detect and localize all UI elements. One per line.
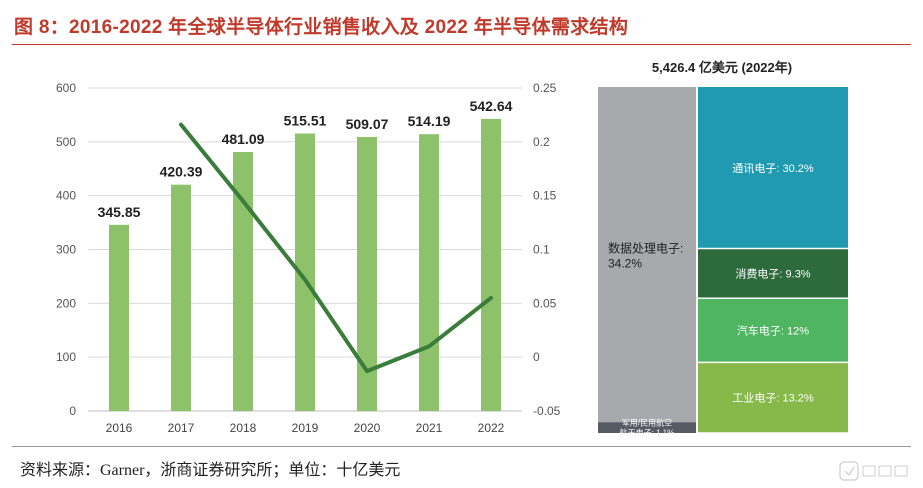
bar [481, 118, 501, 412]
bar [419, 134, 439, 411]
growth-line [179, 122, 493, 374]
bar-data-label: 515.51 [284, 112, 327, 128]
bar-data-label: 514.19 [408, 113, 451, 129]
right-tick-label: 0.2 [533, 135, 550, 149]
bar-data-label: 542.64 [470, 98, 513, 114]
right-tick-label: 0.1 [533, 243, 550, 257]
right-tick-label: -0.05 [533, 404, 561, 418]
source-note: 资料来源：Garner，浙商证券研究所；单位：十亿美元 [20, 462, 401, 479]
left-tick-label: 0 [69, 404, 76, 418]
watermark-logo [839, 461, 908, 481]
label-data-processing: 数据处理电子: 34.2% [608, 241, 683, 271]
x-tick-label: 2020 [354, 421, 381, 435]
x-tick-label: 2022 [478, 421, 505, 435]
bar-data-label: 420.39 [160, 164, 203, 180]
bar [109, 224, 129, 411]
segment-aerospace [598, 422, 696, 433]
title-rule [12, 44, 911, 45]
bar-data-label: 345.85 [98, 204, 141, 220]
x-tick-label: 2019 [292, 421, 319, 435]
label-automotive: 汽车电子: 12% [737, 323, 809, 337]
right-tick-label: 0 [533, 350, 540, 364]
segment-consumer [698, 248, 848, 299]
stack-title: 5,426.4 亿美元 (2022年) [652, 60, 792, 75]
left-tick-label: 500 [56, 135, 76, 149]
left-tick-label: 100 [56, 350, 76, 364]
x-tick-label: 2017 [168, 421, 195, 435]
left-tick-label: 600 [56, 81, 76, 95]
x-tick-label: 2016 [106, 421, 133, 435]
figure-title: 图 8：2016-2022 年全球半导体行业销售收入及 2022 年半导体需求结… [14, 17, 629, 38]
bar-data-label: 481.09 [222, 131, 265, 147]
right-tick-label: 0.15 [533, 189, 557, 203]
right-tick-label: 0.25 [533, 81, 557, 95]
right-tick-label: 0.05 [533, 296, 557, 310]
label-industrial: 工业电子: 13.2% [732, 392, 814, 405]
bar [171, 184, 191, 411]
bar [295, 133, 315, 412]
left-tick-label: 400 [56, 189, 76, 203]
bar [233, 152, 253, 411]
bar-data-label: 509.07 [346, 116, 389, 132]
segment-industrial [698, 362, 848, 433]
source-rule [12, 446, 911, 447]
bar [357, 136, 377, 411]
label-aerospace: 军用/民用航空航天电子: 1.1% [620, 418, 675, 438]
segment-automotive [698, 298, 848, 363]
left-tick-label: 300 [56, 243, 76, 257]
x-tick-label: 2018 [230, 421, 257, 435]
segment-communications [698, 87, 848, 249]
left-tick-label: 200 [56, 296, 76, 310]
label-communications: 通讯电子: 30.2% [732, 162, 814, 175]
label-consumer: 消费电子: 9.3% [735, 266, 810, 280]
x-tick-label: 2021 [416, 421, 443, 435]
segment-data-processing [598, 87, 696, 423]
